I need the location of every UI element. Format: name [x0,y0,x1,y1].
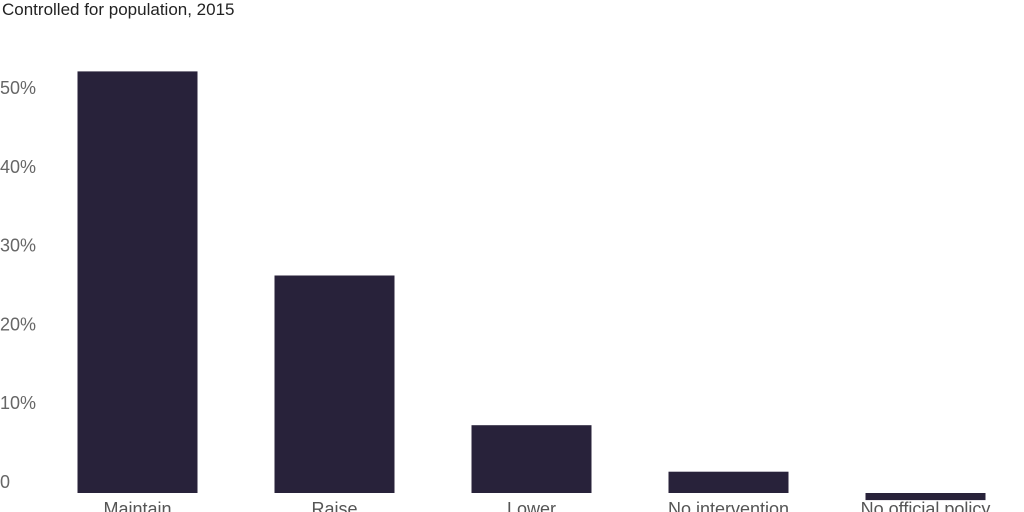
bar [865,493,986,501]
x-tick-label: Raise [311,499,357,512]
x-tick-label: Maintain [103,499,171,512]
y-tick-label: 40% [0,157,36,177]
y-axis: 0 10% 20% 30% 40% 50% [0,78,36,492]
x-axis: Maintain Raise Lower No intervention No offi… [103,499,990,512]
bar [77,71,198,494]
chart-subtitle: Controlled for population, 2015 [2,0,235,19]
bar-series [77,71,986,501]
x-tick-label: Lower [507,499,556,512]
y-tick-label: 10% [0,393,36,413]
bar [274,275,395,493]
y-tick-label: 30% [0,236,36,256]
y-tick-label: 0 [0,472,10,492]
x-tick-label: No official policy [861,499,991,512]
y-tick-label: 20% [0,314,36,334]
y-tick-label: 50% [0,78,36,98]
x-tick-label: No intervention [668,499,789,512]
bar [668,471,789,493]
bar [471,425,592,493]
